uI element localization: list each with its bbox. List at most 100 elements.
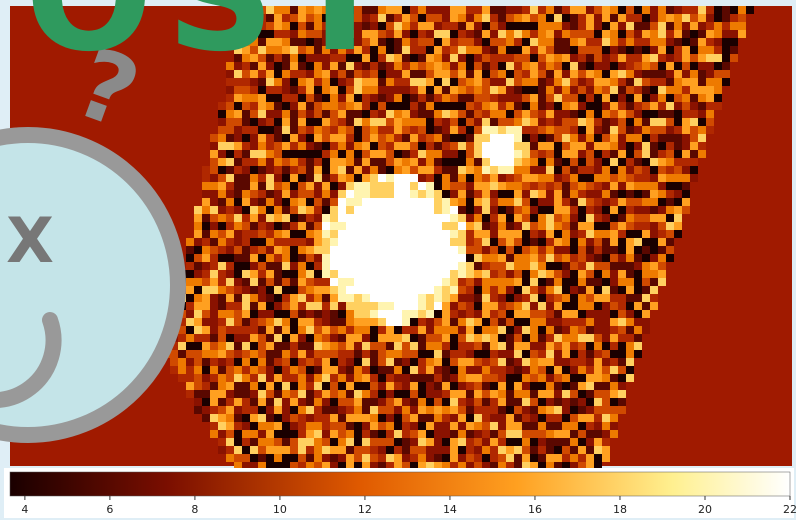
heatmap-pixel: [354, 166, 362, 174]
heatmap-pixel: [498, 422, 506, 430]
heatmap-pixel: [578, 254, 586, 262]
heatmap-pixel: [530, 126, 538, 134]
heatmap-pixel: [354, 342, 362, 350]
heatmap-pixel: [522, 230, 530, 238]
heatmap-pixel: [490, 286, 498, 294]
heatmap-pixel: [282, 214, 290, 222]
heatmap-pixel: [498, 406, 506, 414]
heatmap-pixel: [578, 342, 586, 350]
heatmap-pixel: [250, 454, 258, 462]
heatmap-pixel: [434, 230, 442, 238]
heatmap-pixel: [386, 222, 394, 230]
heatmap-pixel: [650, 14, 658, 22]
heatmap-pixel: [218, 414, 226, 422]
heatmap-pixel: [626, 126, 634, 134]
heatmap-pixel: [202, 342, 210, 350]
heatmap-pixel: [602, 102, 610, 110]
heatmap-pixel: [522, 30, 530, 38]
heatmap-pixel: [194, 406, 202, 414]
heatmap-pixel: [474, 430, 482, 438]
heatmap-pixel: [530, 182, 538, 190]
heatmap-pixel: [530, 398, 538, 406]
heatmap-pixel: [442, 254, 450, 262]
heatmap-pixel: [458, 390, 466, 398]
heatmap-pixel: [274, 430, 282, 438]
heatmap-pixel: [618, 254, 626, 262]
heatmap-pixel: [434, 126, 442, 134]
heatmap-pixel: [338, 134, 346, 142]
heatmap-pixel: [610, 382, 618, 390]
heatmap-pixel: [306, 182, 314, 190]
heatmap-pixel: [570, 414, 578, 422]
heatmap-pixel: [674, 78, 682, 86]
heatmap-pixel: [290, 406, 298, 414]
heatmap-pixel: [506, 38, 514, 46]
heatmap-pixel: [634, 150, 642, 158]
heatmap-pixel: [546, 318, 554, 326]
heatmap-pixel: [490, 198, 498, 206]
heatmap-pixel: [538, 126, 546, 134]
heatmap-pixel: [258, 222, 266, 230]
heatmap-pixel: [626, 230, 634, 238]
heatmap-pixel: [274, 350, 282, 358]
heatmap-pixel: [546, 238, 554, 246]
heatmap-pixel: [530, 262, 538, 270]
heatmap-pixel: [530, 366, 538, 374]
heatmap-pixel: [634, 110, 642, 118]
heatmap-pixel: [426, 142, 434, 150]
heatmap-pixel: [602, 358, 610, 366]
heatmap-pixel: [322, 406, 330, 414]
heatmap-pixel: [554, 190, 562, 198]
heatmap-pixel: [394, 422, 402, 430]
heatmap-pixel: [538, 238, 546, 246]
heatmap-pixel: [642, 174, 650, 182]
heatmap-pixel: [346, 86, 354, 94]
heatmap-pixel: [602, 382, 610, 390]
heatmap-pixel: [698, 38, 706, 46]
heatmap-pixel: [514, 190, 522, 198]
heatmap-pixel: [610, 126, 618, 134]
heatmap-pixel: [282, 206, 290, 214]
heatmap-pixel: [570, 230, 578, 238]
heatmap-pixel: [210, 270, 218, 278]
heatmap-pixel: [594, 14, 602, 22]
heatmap-pixel: [250, 86, 258, 94]
heatmap-pixel: [450, 182, 458, 190]
heatmap-pixel: [594, 6, 602, 14]
heatmap-pixel: [618, 166, 626, 174]
heatmap-pixel: [306, 142, 314, 150]
heatmap-pixel: [306, 390, 314, 398]
heatmap-pixel: [538, 222, 546, 230]
heatmap-pixel: [586, 198, 594, 206]
heatmap-pixel: [458, 342, 466, 350]
heatmap-pixel: [226, 86, 234, 94]
heatmap-pixel: [498, 382, 506, 390]
heatmap-pixel: [626, 286, 634, 294]
heatmap-pixel: [514, 238, 522, 246]
heatmap-pixel: [530, 206, 538, 214]
heatmap-pixel: [362, 166, 370, 174]
heatmap-pixel: [522, 414, 530, 422]
heatmap-pixel: [602, 446, 610, 454]
heatmap-pixel: [530, 382, 538, 390]
heatmap-pixel: [442, 14, 450, 22]
heatmap-pixel: [362, 182, 370, 190]
heatmap-pixel: [482, 182, 490, 190]
heatmap-pixel: [490, 142, 498, 150]
heatmap-pixel: [522, 238, 530, 246]
heatmap-pixel: [442, 150, 450, 158]
heatmap-pixel: [586, 126, 594, 134]
heatmap-pixel: [546, 310, 554, 318]
heatmap-pixel: [354, 238, 362, 246]
heatmap-pixel: [578, 246, 586, 254]
heatmap-pixel: [546, 222, 554, 230]
heatmap-pixel: [586, 214, 594, 222]
heatmap-pixel: [674, 206, 682, 214]
heatmap-pixel: [434, 94, 442, 102]
heatmap-pixel: [210, 334, 218, 342]
heatmap-pixel: [338, 166, 346, 174]
heatmap-pixel: [466, 150, 474, 158]
heatmap-pixel: [410, 222, 418, 230]
heatmap-pixel: [338, 302, 346, 310]
heatmap-pixel: [514, 94, 522, 102]
